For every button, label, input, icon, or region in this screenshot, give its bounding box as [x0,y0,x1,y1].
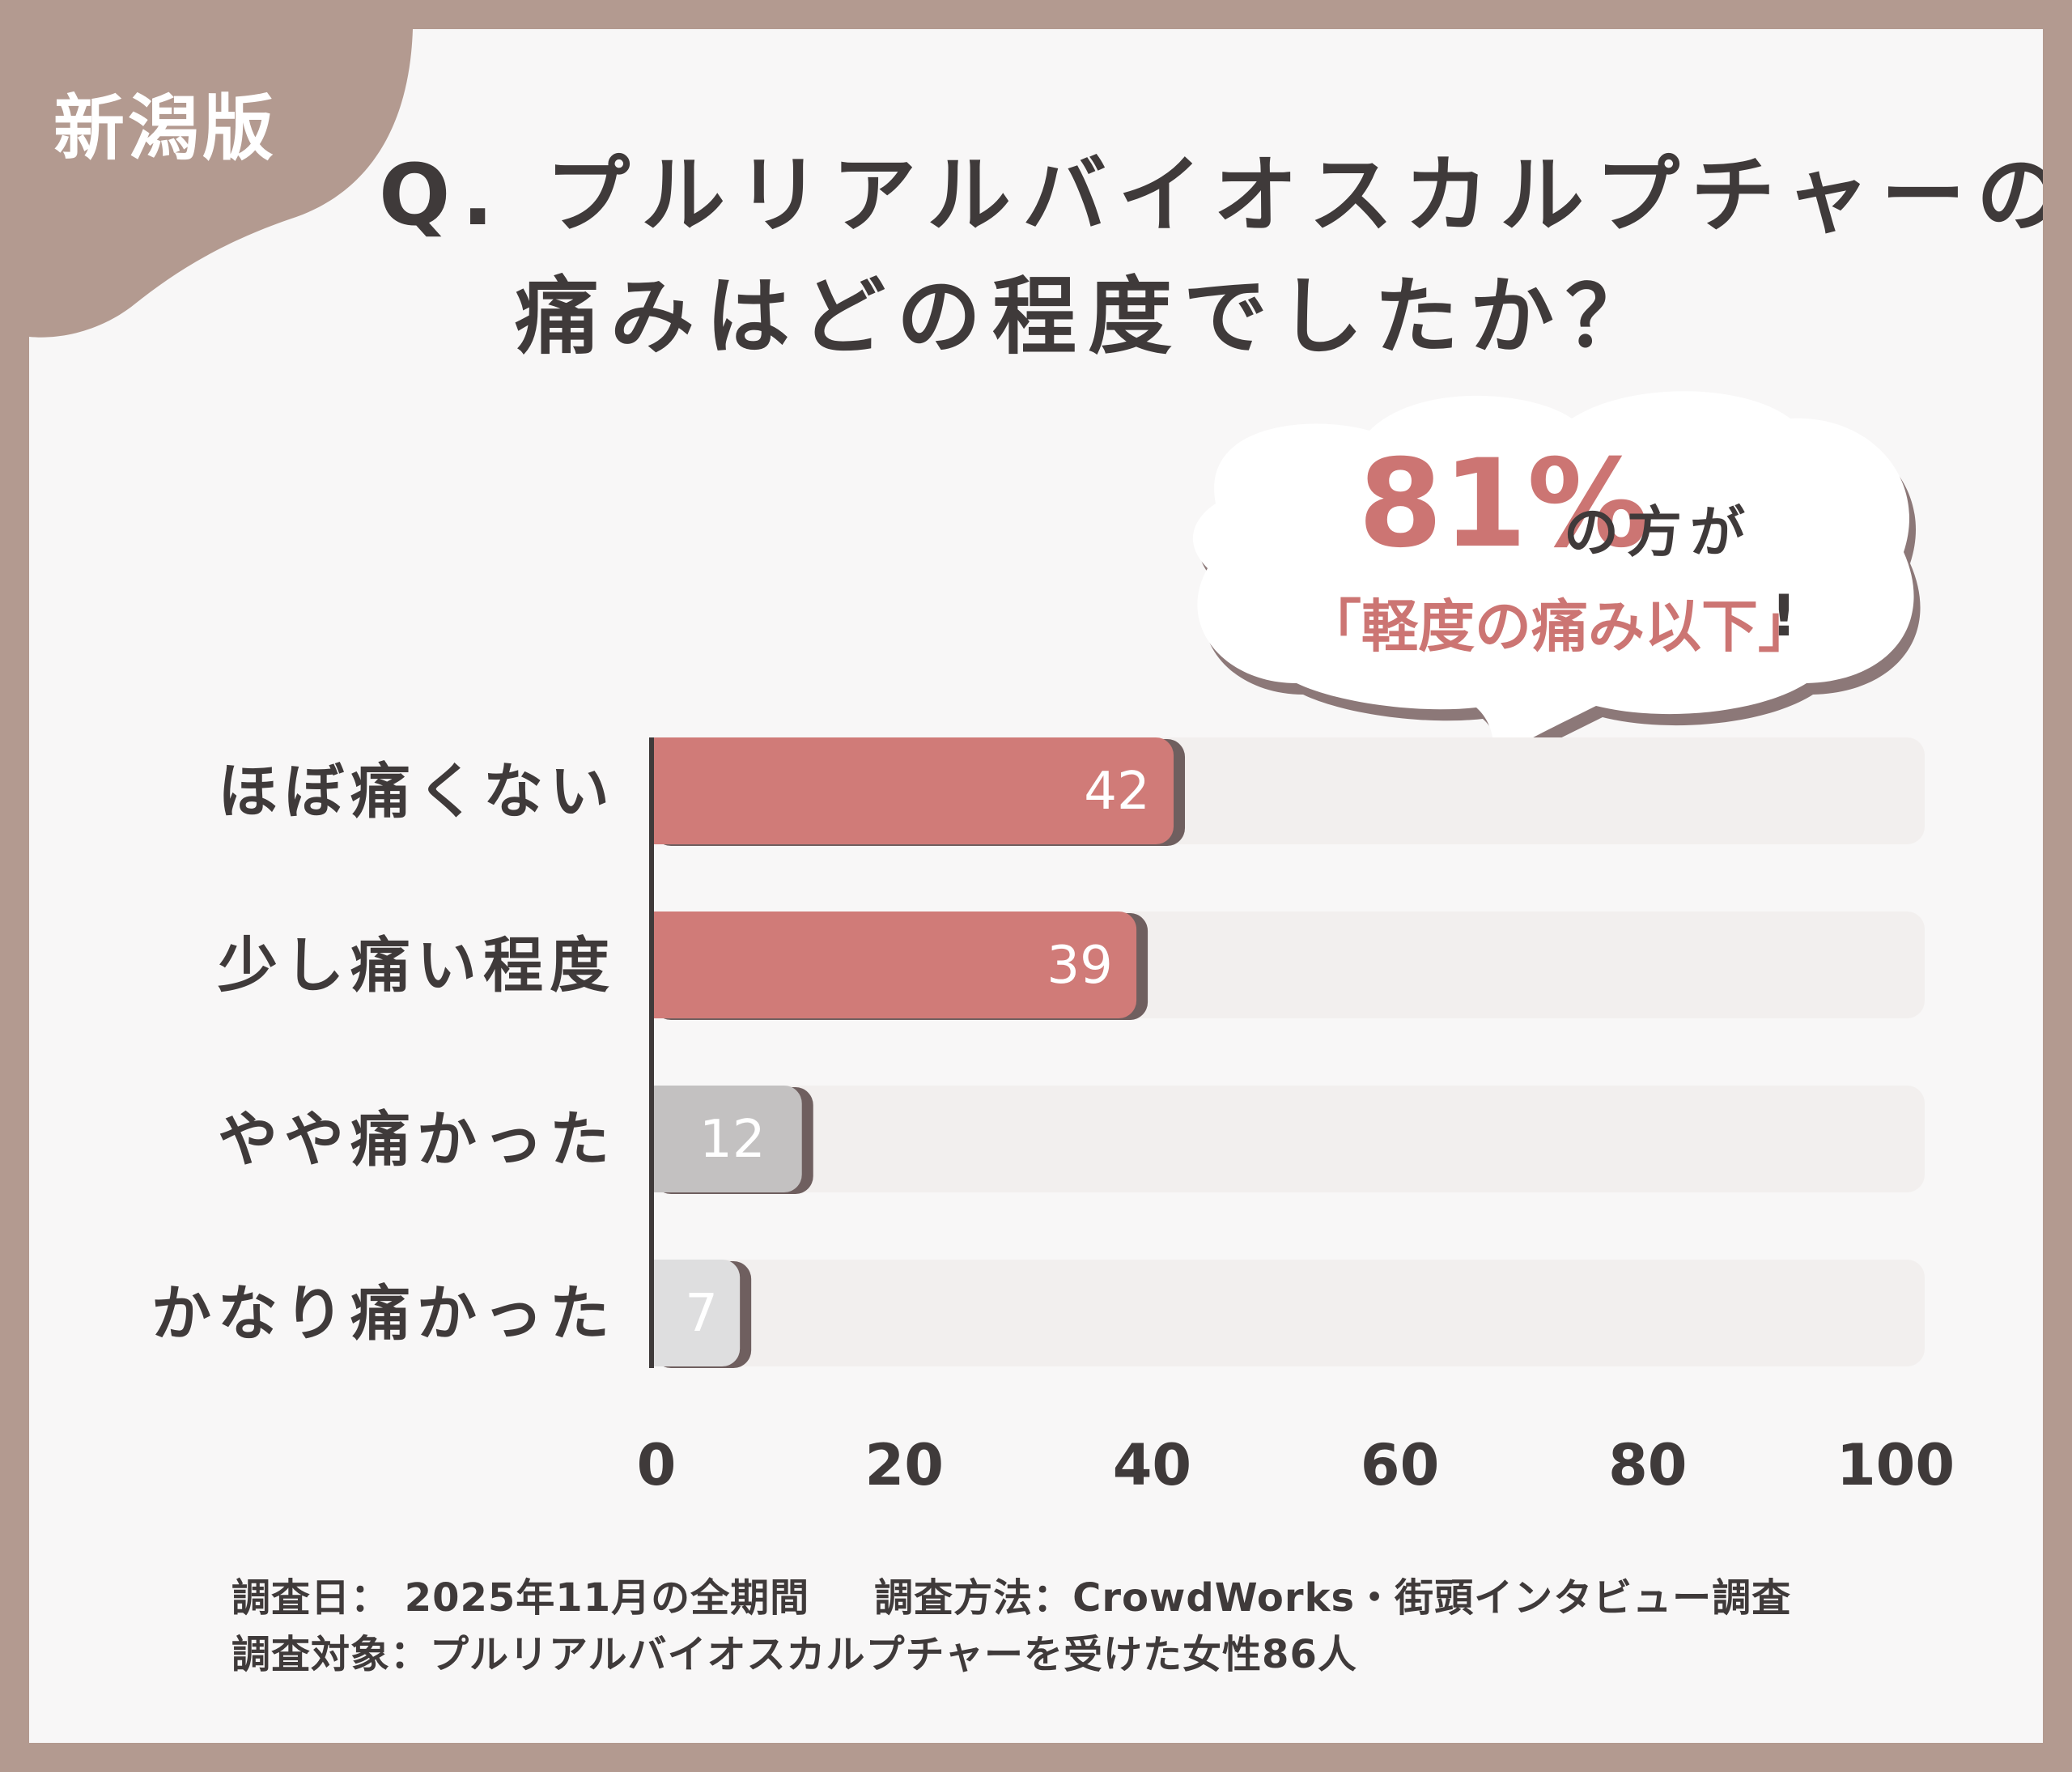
category-label: 少し痛い程度 [218,931,616,1001]
bar [653,737,1174,844]
callout-emphasis: 「軽度の痛み以下」 [1305,593,1815,660]
value-label: 12 [699,1110,765,1170]
bar-track [653,1260,1925,1366]
x-tick-label: 20 [864,1432,943,1498]
bar [653,911,1137,1018]
region-tab: 新潟版 [29,29,450,353]
callout-suffix: の方が [1564,501,1754,565]
survey-date: 調査日： 2025年11月の全期間 [231,1575,810,1621]
x-tick-label: 100 [1836,1432,1955,1498]
x-tick-label: 60 [1361,1432,1439,1498]
speech-bubble-shape [1192,391,1921,774]
survey-meta-line-1: 調査日： 2025年11月の全期間 調査方法：CrowdWorks・街頭インタビュ… [231,1566,1791,1622]
x-tick-label: 0 [637,1432,677,1498]
speech-bubble: 81% の方が 「軽度の痛み以下」 ! [1175,382,1936,787]
infographic-card: 新潟版 Q. プルリアルバイオスカルプチャーの 痛みはどの程度でしたか？ 81%… [29,29,2043,1743]
question-title-line-2: 痛みはどの程度でしたか？ [515,267,1662,366]
category-label: やや痛かった [218,1105,616,1175]
survey-target: 調査対象：プルリアルバイオスカルプチャーを受けた女性86人 [231,1632,1357,1677]
bar-chart: ほぼ痛くない 42 少し痛い程度 39 やや痛かった 12 かなり痛かった 7 0 20 40 60 8… [151,737,1955,1498]
bar [653,1086,802,1192]
value-label: 42 [1084,762,1149,822]
bar-base [653,737,673,844]
bar-track [653,1086,1925,1192]
x-tick-label: 40 [1113,1432,1191,1498]
question-title-line-1: Q. プルリアルバイオスカルプチャーの [379,146,2043,244]
survey-method: 調査方法：CrowdWorks・街頭インタビュー調査 [874,1575,1792,1621]
bar [653,1260,741,1366]
value-label: 7 [685,1284,718,1344]
value-label: 39 [1047,936,1112,996]
category-label: かなり痛かった [151,1279,616,1349]
category-label: ほぼ痛くない [218,757,616,827]
x-tick-label: 80 [1608,1432,1687,1498]
bar-base [653,1260,673,1366]
bar-base [653,911,673,1018]
callout-exclamation: ! [1771,583,1797,649]
bar-base [653,1086,673,1192]
callout-percent: 81% [1358,434,1650,575]
region-label: 新潟版 [53,87,278,170]
region-tab-shape [29,29,413,338]
